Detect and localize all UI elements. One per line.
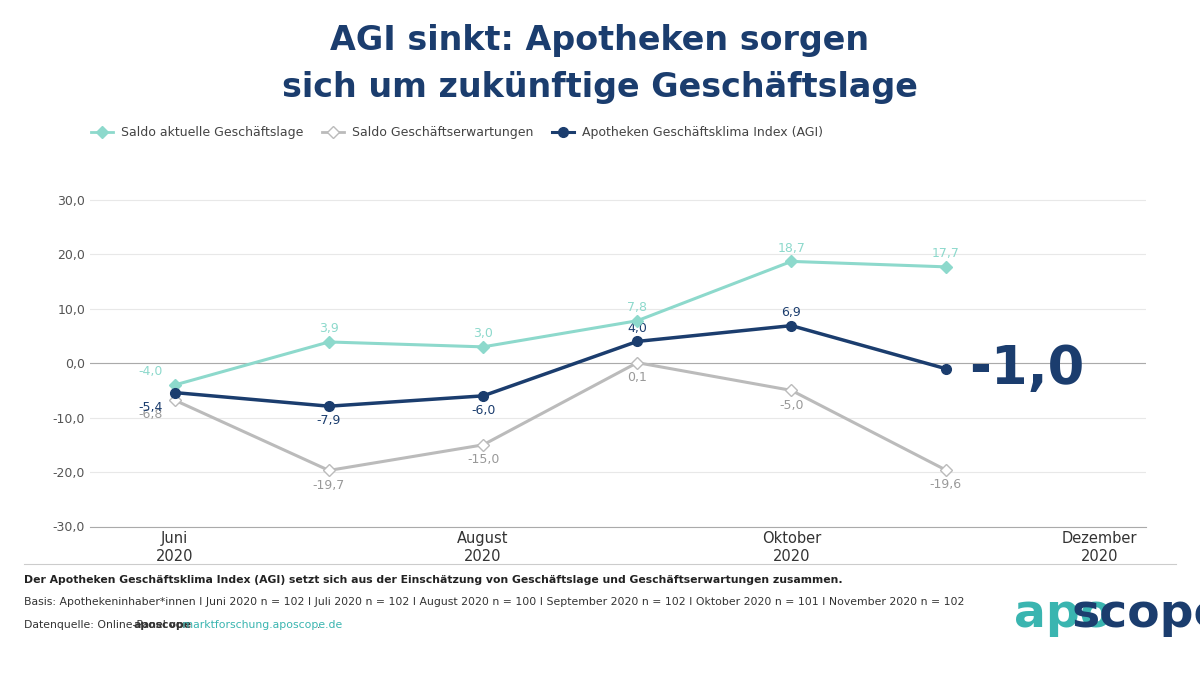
Text: apo: apo: [1014, 592, 1112, 637]
Legend: Saldo aktuelle Geschäftslage, Saldo Geschäftserwartungen, Apotheken Geschäftskli: Saldo aktuelle Geschäftslage, Saldo Gesc…: [85, 121, 828, 144]
Text: scope: scope: [1072, 592, 1200, 637]
Text: -5,4: -5,4: [138, 401, 162, 414]
Text: 18,7: 18,7: [778, 242, 805, 255]
Text: Basis: Apothekeninhaber*innen I Juni 2020 n = 102 I Juli 2020 n = 102 I August 2: Basis: Apothekeninhaber*innen I Juni 202…: [24, 597, 965, 608]
Text: -1,0: -1,0: [968, 343, 1084, 395]
Text: -6,8: -6,8: [138, 408, 162, 421]
Text: 3,0: 3,0: [473, 327, 493, 340]
Text: .: .: [317, 620, 320, 630]
Text: Der Apotheken Geschäftsklima Index (AGI) setzt sich aus der Einschätzung von Ges: Der Apotheken Geschäftsklima Index (AGI)…: [24, 575, 842, 585]
Text: -5,0: -5,0: [779, 398, 804, 412]
Text: -6,0: -6,0: [470, 404, 496, 417]
Text: 6,9: 6,9: [781, 306, 802, 319]
Text: aposcope: aposcope: [133, 620, 191, 630]
Text: Datenquelle: Online-Panel von: Datenquelle: Online-Panel von: [24, 620, 193, 630]
Text: 4,0: 4,0: [628, 322, 647, 335]
Text: 17,7: 17,7: [931, 247, 960, 261]
Text: -19,6: -19,6: [930, 478, 961, 491]
Text: AGI sinkt: Apotheken sorgen: AGI sinkt: Apotheken sorgen: [330, 24, 870, 57]
Text: -15,0: -15,0: [467, 453, 499, 466]
Text: -19,7: -19,7: [313, 479, 346, 491]
Text: 3,9: 3,9: [319, 323, 338, 335]
Text: marktforschung.aposcope.de: marktforschung.aposcope.de: [179, 620, 342, 630]
Text: sich um zukünftige Geschäftslage: sich um zukünftige Geschäftslage: [282, 71, 918, 104]
Text: 7,8: 7,8: [628, 301, 647, 314]
Text: 0,1: 0,1: [628, 371, 647, 384]
Text: -7,9: -7,9: [317, 414, 341, 427]
Text: -4,0: -4,0: [138, 365, 162, 379]
